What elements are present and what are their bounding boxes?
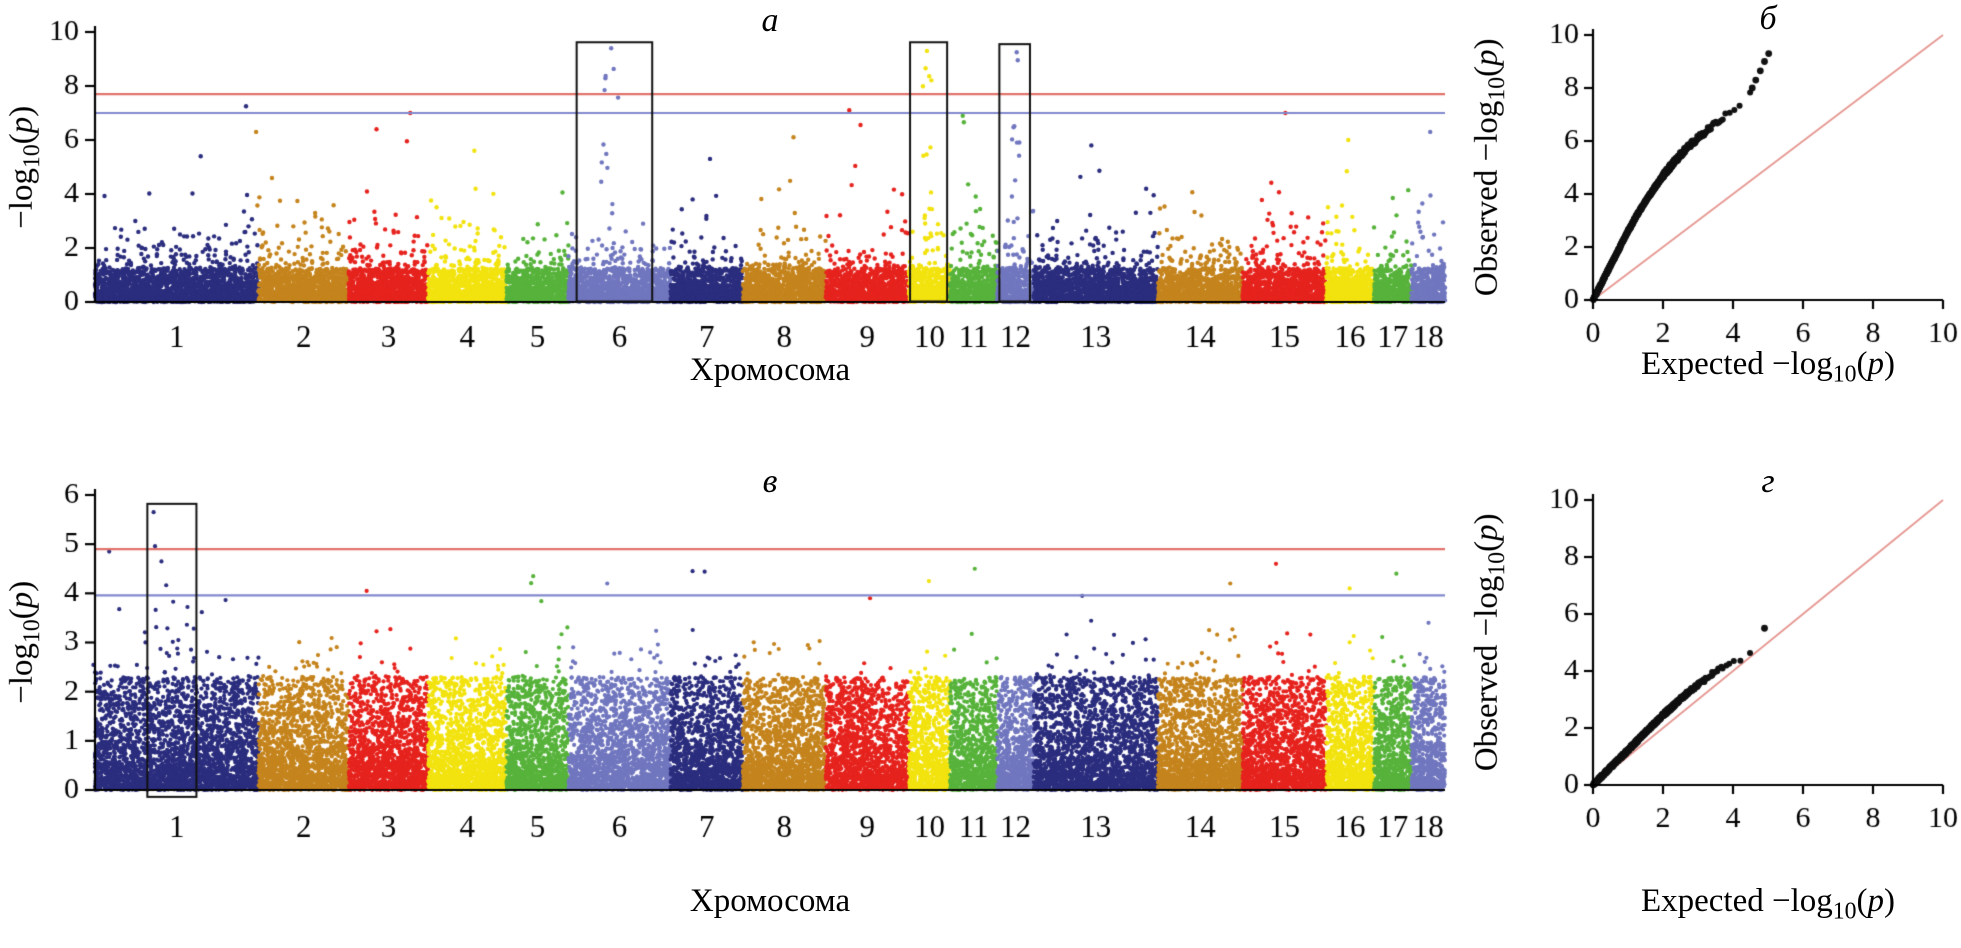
ylabel-p-variable: p — [3, 116, 40, 134]
xlabel-prefix: Expected −log — [1640, 883, 1833, 919]
panel-letter-v: в — [762, 463, 778, 500]
xlabel-open-paren: ( — [1856, 883, 1868, 919]
ylabel-p-variable: p — [3, 591, 40, 609]
ylabel-open-paren: ( — [3, 608, 40, 620]
panel-letter-g: г — [1761, 463, 1775, 500]
ylabel-prefix: −log — [3, 168, 40, 229]
ylabel-open-paren: ( — [1468, 540, 1505, 552]
y-axis-label-v: −log10(p) — [4, 492, 47, 792]
panel-manhattan-a: а −log10(p) Хромосома — [0, 0, 1465, 455]
panel-qq-g: г Observed −log10(p) Expected −log10(p) — [1465, 455, 1961, 948]
ylabel-subscript: 10 — [1484, 551, 1511, 576]
qq-plot-canvas-b — [1465, 0, 1961, 455]
xlabel-p-variable: p — [1867, 346, 1885, 382]
ylabel-close-paren: ) — [1468, 513, 1505, 525]
y-axis-label-g: Observed −log10(p) — [1469, 492, 1512, 792]
xlabel-open-paren: ( — [1856, 346, 1868, 382]
ylabel-open-paren: ( — [1468, 65, 1505, 77]
ylabel-subscript: 10 — [19, 619, 46, 644]
panel-letter-b: б — [1759, 0, 1777, 37]
ylabel-subscript: 10 — [19, 144, 46, 169]
ylabel-close-paren: ) — [3, 580, 40, 592]
ylabel-close-paren: ) — [1468, 38, 1505, 50]
panel-manhattan-v: в −log10(p) Хромосома — [0, 455, 1465, 948]
ylabel-p-variable: p — [1468, 49, 1505, 66]
x-axis-label-g: Expected −log10(p) — [1618, 883, 1918, 926]
ylabel-prefix: Observed −log — [1468, 100, 1505, 297]
xlabel-prefix: Expected −log — [1640, 346, 1833, 382]
manhattan-plot-canvas-a — [0, 0, 1465, 455]
panel-qq-b: б Observed −log10(p) Expected −log10(p) — [1465, 0, 1961, 455]
panel-letter-a: а — [761, 2, 779, 39]
xlabel-close-paren: ) — [1884, 346, 1896, 382]
x-axis-label-a: Хромосома — [689, 352, 851, 388]
y-axis-label-b: Observed −log10(p) — [1469, 17, 1512, 317]
ylabel-subscript: 10 — [1484, 76, 1511, 101]
ylabel-close-paren: ) — [3, 105, 40, 117]
ylabel-prefix: −log — [3, 643, 40, 704]
ylabel-p-variable: p — [1468, 524, 1505, 541]
y-axis-label-a: −log10(p) — [4, 17, 47, 317]
xlabel-subscript: 10 — [1832, 898, 1857, 925]
qq-plot-canvas-g — [1465, 455, 1961, 948]
x-axis-label-v: Хромосома — [689, 883, 851, 919]
xlabel-close-paren: ) — [1884, 883, 1896, 919]
xlabel-p-variable: p — [1867, 883, 1885, 919]
ylabel-open-paren: ( — [3, 133, 40, 145]
xlabel-subscript: 10 — [1832, 361, 1857, 388]
manhattan-plot-canvas-v — [0, 455, 1465, 948]
x-axis-label-b: Expected −log10(p) — [1618, 346, 1918, 389]
ylabel-prefix: Observed −log — [1468, 575, 1505, 772]
